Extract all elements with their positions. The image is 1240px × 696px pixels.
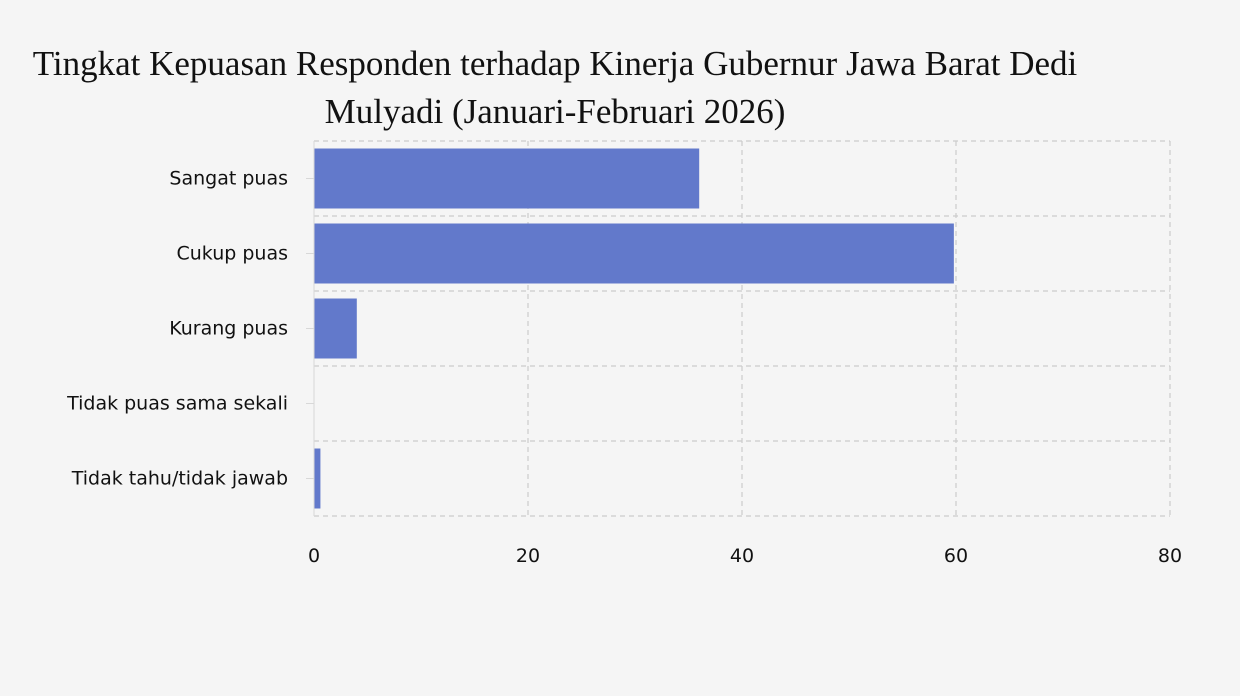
- x-tick-label: 40: [730, 545, 754, 567]
- chart-title: Tingkat Kepuasan Responden terhadap Kine…: [32, 44, 1078, 131]
- y-tick-label: Cukup puas: [176, 243, 288, 265]
- y-tick-labels: Sangat puas Cukup puas Kurang puas Tidak pu…: [66, 168, 314, 490]
- x-tick-label: 60: [944, 545, 968, 567]
- x-tick-label: 80: [1158, 545, 1182, 567]
- bar-kurang-puas: [314, 298, 357, 359]
- y-tick-label: Sangat puas: [169, 168, 288, 190]
- gridlines: [314, 140, 1171, 517]
- bar-sangat-puas: [314, 148, 700, 209]
- x-tick-label: 0: [308, 545, 320, 567]
- y-tick-label: Kurang puas: [169, 318, 288, 340]
- x-tick-labels: 0 20 40 60 80: [308, 545, 1182, 567]
- y-tick-label: Tidak tahu/tidak jawab: [71, 468, 288, 490]
- bar-tidak-tahu-tidak-jawab: [314, 448, 321, 509]
- x-tick-label: 20: [516, 545, 540, 567]
- bar-cukup-puas: [314, 223, 954, 284]
- y-tick-label: Tidak puas sama sekali: [66, 393, 288, 415]
- bars: [314, 148, 954, 509]
